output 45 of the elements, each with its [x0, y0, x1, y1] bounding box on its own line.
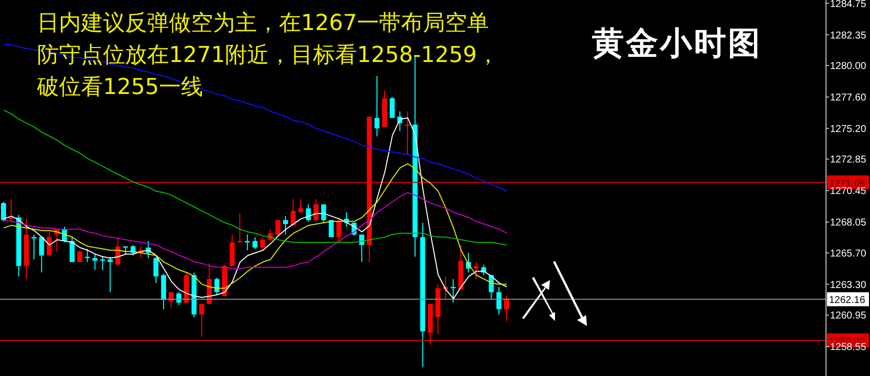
- annotation: 日内建议反弹做空为主，在1267一带布局空单: [37, 10, 490, 38]
- candlestick: [283, 216, 288, 236]
- text: 黄金小时图: [592, 23, 762, 64]
- candlestick: [290, 198, 296, 226]
- candlestick: [252, 236, 258, 250]
- candlestick: [374, 75, 380, 137]
- y-tick-label: 1260.95: [830, 310, 867, 322]
- candlestick: [237, 213, 242, 243]
- candlestick: [260, 236, 266, 251]
- line-series: [3, 117, 508, 300]
- line-series: [3, 44, 508, 192]
- candlestick: [46, 231, 52, 256]
- y-tick-label: 1263.30: [830, 280, 867, 291]
- line-series: [3, 192, 508, 270]
- candlestick: [244, 234, 250, 251]
- candlestick: [496, 286, 502, 315]
- line-series: [3, 110, 508, 246]
- y-tick-label: 1272.85: [830, 154, 867, 166]
- candlestick: [108, 256, 113, 293]
- candlestick: [153, 256, 158, 284]
- candlestick: [1, 201, 6, 222]
- candlestick: [31, 234, 36, 260]
- candlestick: [199, 303, 204, 338]
- y-tick-label: 1280.00: [830, 61, 867, 72]
- candlestick: [39, 235, 44, 273]
- candlestick: [214, 277, 220, 296]
- candlestick: [474, 262, 479, 280]
- candlestick: [321, 204, 326, 224]
- candlestick: [336, 216, 342, 242]
- y-tick-label: 1282.35: [830, 30, 867, 42]
- candlestick: [504, 296, 510, 322]
- candlestick: [8, 198, 14, 222]
- y-tick-label: 1265.70: [830, 248, 867, 260]
- y-tick-label: 1284.75: [830, 0, 867, 10]
- candlestick: [390, 96, 395, 118]
- candlestick: [275, 220, 280, 236]
- candlestick: [404, 110, 410, 156]
- y-tick-label: 1275.20: [830, 124, 867, 135]
- y-tick-label: 1277.60: [830, 92, 867, 104]
- candlestick: [92, 254, 98, 270]
- ref-line-label: 1262.16: [829, 295, 866, 306]
- candlestick: [359, 234, 364, 263]
- candlestick: [168, 292, 174, 308]
- y-tick-label: 1268.05: [830, 218, 867, 229]
- candlestick: [230, 234, 235, 266]
